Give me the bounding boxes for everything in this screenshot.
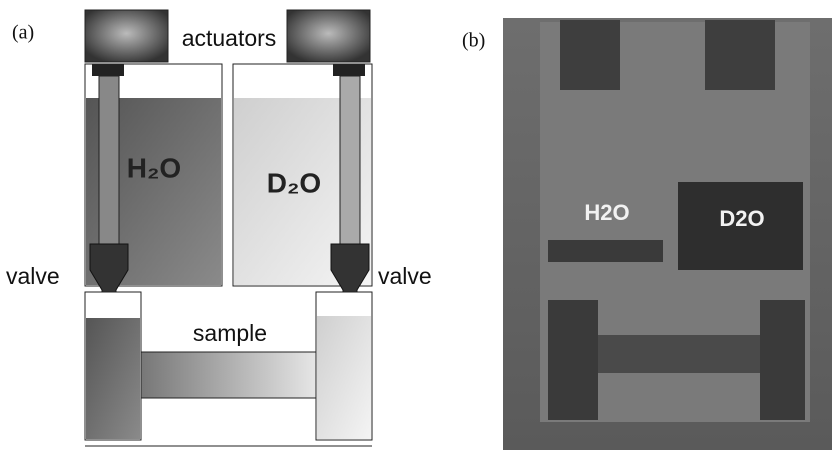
photo-label: H2O — [584, 200, 629, 225]
clamp — [333, 64, 365, 76]
reservoir — [548, 300, 598, 420]
figure: (a) actuators H₂O D₂O valve valve sample… — [0, 0, 832, 450]
rod — [99, 76, 119, 246]
reservoir — [760, 300, 805, 420]
sample-tube — [141, 352, 316, 398]
water — [317, 316, 371, 439]
water — [86, 318, 140, 439]
panel-tag: (b) — [462, 30, 485, 52]
valve-label: valve — [6, 263, 60, 289]
actuator — [705, 20, 775, 90]
water-level — [548, 240, 663, 262]
rod — [340, 76, 360, 246]
actuator — [287, 10, 370, 62]
valve-label: valve — [378, 263, 432, 289]
actuator — [85, 10, 168, 62]
tank-label: H₂O — [127, 152, 181, 183]
actuator — [560, 20, 620, 90]
sample-label: sample — [193, 320, 267, 346]
sample-tube — [598, 335, 760, 373]
clamp — [92, 64, 124, 76]
photo-label: D2O — [719, 206, 764, 231]
actuators-label: actuators — [182, 25, 277, 51]
panel-tag: (a) — [12, 22, 34, 44]
tank-label: D₂O — [267, 167, 321, 198]
